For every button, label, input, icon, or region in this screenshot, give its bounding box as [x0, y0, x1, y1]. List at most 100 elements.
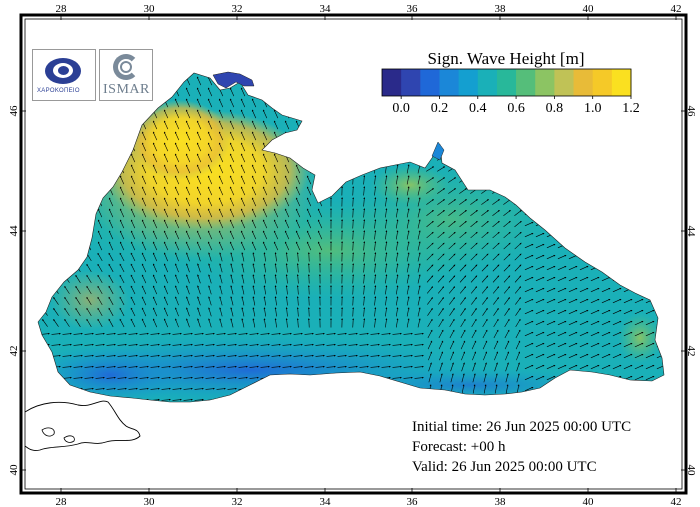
- wave-arrow: [141, 318, 147, 328]
- wave-arrow: [196, 164, 202, 174]
- wave-arrow: [557, 276, 567, 282]
- wave-arrow: [535, 254, 545, 260]
- wave-arrow: [216, 332, 226, 335]
- wave-arrow: [249, 332, 259, 335]
- wave-arrow: [273, 208, 279, 218]
- wave-arrow: [284, 164, 290, 174]
- wave-arrow: [152, 296, 158, 306]
- wave-arrow: [252, 252, 256, 262]
- wave-arrow: [363, 186, 366, 196]
- wave-arrow: [503, 210, 511, 216]
- wave-arrow: [251, 131, 257, 141]
- wave-arrow: [406, 318, 410, 328]
- wave-arrow: [273, 120, 279, 130]
- wave-arrow: [284, 186, 290, 196]
- wave-arrow: [252, 307, 256, 317]
- wave-arrow: [152, 263, 158, 273]
- wave-arrow: [426, 275, 434, 283]
- y-tick-label-right: 42: [685, 346, 697, 357]
- wave-arrow: [470, 253, 478, 261]
- wave-arrow: [141, 241, 147, 251]
- wave-arrow: [174, 164, 180, 174]
- x-tick-label-top: 28: [56, 3, 68, 15]
- wave-arrow: [130, 285, 136, 295]
- wave-arrow: [459, 253, 467, 261]
- wave-arrow: [395, 241, 399, 251]
- wave-arrow: [285, 296, 288, 306]
- wave-arrow: [218, 186, 224, 196]
- wave-arrow: [514, 220, 522, 228]
- wave-arrow: [183, 332, 193, 335]
- wave-arrow: [285, 285, 288, 295]
- wave-arrow: [417, 208, 421, 218]
- wave-arrow: [448, 210, 456, 216]
- wave-arrow: [185, 131, 191, 141]
- wave-arrow: [557, 287, 567, 293]
- wave-arrow: [374, 263, 377, 273]
- wave-arrow: [284, 197, 290, 207]
- wave-arrow: [524, 243, 534, 249]
- wave-arrow: [218, 120, 224, 130]
- wave-arrow: [437, 210, 445, 216]
- wave-arrow: [252, 274, 256, 284]
- wave-arrow: [493, 308, 499, 316]
- wave-arrow: [579, 265, 589, 271]
- wave-arrow: [252, 296, 256, 306]
- wave-arrow: [645, 331, 655, 337]
- wave-arrow: [417, 307, 421, 317]
- wave-arrow: [219, 318, 223, 328]
- ismar-logo-text: ISMAR: [103, 82, 150, 97]
- wave-arrow: [503, 264, 511, 272]
- wave-arrow: [295, 197, 301, 207]
- wave-arrow: [262, 219, 268, 229]
- wave-arrow: [130, 263, 136, 273]
- wave-arrow: [426, 253, 434, 261]
- x-tick-label-top: 32: [232, 3, 243, 15]
- wave-arrow: [251, 120, 257, 130]
- wave-arrow: [426, 242, 434, 250]
- wave-arrow: [514, 275, 522, 283]
- wave-arrow: [108, 318, 114, 328]
- sea-surface: [38, 73, 664, 402]
- wave-arrow: [374, 241, 377, 251]
- wave-arrow: [207, 87, 213, 97]
- wave-arrow: [546, 331, 556, 337]
- wave-arrow: [273, 241, 279, 251]
- wave-arrow: [285, 263, 288, 273]
- wave-arrow: [152, 197, 158, 207]
- wave-arrow: [130, 307, 136, 317]
- wave-arrow: [219, 252, 223, 262]
- wave-arrow: [119, 318, 125, 328]
- ismar-logo: ISMAR: [99, 49, 153, 101]
- wave-arrow: [175, 307, 179, 317]
- wave-arrow: [108, 197, 114, 207]
- wave-arrow: [459, 264, 467, 272]
- wave-arrow: [503, 275, 511, 283]
- wave-arrow: [417, 318, 421, 328]
- wave-arrow: [185, 164, 191, 174]
- wave-arrow: [363, 230, 366, 240]
- wave-arrow: [196, 142, 202, 152]
- wave-arrow: [460, 308, 466, 316]
- wave-arrow: [86, 274, 92, 284]
- wave-arrow: [141, 142, 147, 152]
- wave-arrow: [385, 285, 388, 295]
- wave-arrow: [97, 263, 103, 273]
- wave-arrow: [481, 242, 489, 250]
- wave-arrow: [194, 332, 204, 335]
- wave-arrow: [108, 263, 114, 273]
- wave-arrow: [117, 332, 127, 335]
- wave-arrow: [141, 153, 147, 163]
- colorbar-tick-label: 0.8: [546, 101, 564, 116]
- wave-arrow: [196, 197, 202, 207]
- wave-arrow: [568, 331, 578, 337]
- wave-arrow: [205, 343, 215, 346]
- wave-arrow: [208, 274, 212, 284]
- wave-arrow: [406, 274, 410, 284]
- wave-arrow: [352, 241, 355, 251]
- wave-arrow: [186, 252, 190, 262]
- wave-arrow: [185, 219, 191, 229]
- wave-arrow: [426, 199, 434, 205]
- wave-arrow: [152, 241, 158, 251]
- wave-arrow: [86, 307, 92, 317]
